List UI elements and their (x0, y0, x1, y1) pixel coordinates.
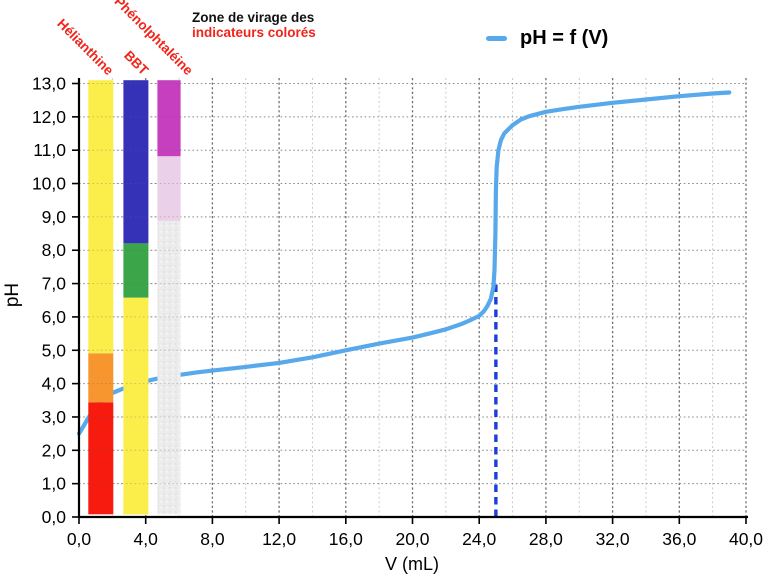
indicator-bar-1-zone-2 (123, 80, 149, 244)
chart-title-line1: Zone de virage des (192, 10, 315, 25)
chart-title: Zone de virage des indicateurs colorés (192, 10, 316, 40)
y-tick-label: 6,0 (42, 307, 67, 327)
x-tick-label: 24,0 (462, 529, 496, 549)
y-tick-label: 11,0 (33, 140, 66, 160)
y-tick-label: 3,0 (42, 407, 67, 427)
x-tick-label: 0,0 (67, 529, 92, 549)
y-tick-label: 2,0 (42, 440, 67, 460)
y-axis-title: pH (2, 282, 24, 308)
indicator-bar-2-zone-1 (157, 156, 181, 221)
y-tick-label: 10,0 (32, 174, 66, 194)
indicator-bar-2-zone-0 (157, 220, 181, 515)
y-tick-label: 0,0 (42, 507, 67, 527)
y-tick-label: 8,0 (42, 240, 67, 260)
legend-label: pH = f (V) (520, 27, 609, 49)
x-tick-label: 32,0 (596, 529, 630, 549)
x-tick-label: 20,0 (395, 529, 429, 549)
x-tick-label: 4,0 (134, 529, 159, 549)
x-tick-label: 12,0 (262, 529, 296, 549)
y-tick-label: 12,0 (32, 107, 66, 127)
x-axis-title: V (mL) (385, 554, 439, 574)
chart-title-line2: indicateurs colorés (192, 25, 316, 40)
y-tick-label: 5,0 (42, 340, 67, 360)
legend: pH = f (V) (486, 27, 608, 50)
y-tick-label: 13,0 (32, 74, 66, 94)
x-tick-label: 28,0 (529, 529, 563, 549)
x-tick-label: 16,0 (329, 529, 363, 549)
indicator-bar-2-zone-2 (157, 80, 181, 157)
y-tick-label: 7,0 (42, 274, 67, 294)
indicator-bar-0-zone-2 (88, 80, 114, 354)
indicator-bar-1-zone-1 (123, 243, 149, 298)
indicator-bar-0-zone-0 (88, 402, 114, 515)
indicator-bar-1-zone-0 (123, 297, 149, 515)
x-tick-label: 40,0 (729, 529, 763, 549)
x-tick-label: 36,0 (662, 529, 696, 549)
y-tick-label: 4,0 (42, 374, 67, 394)
y-tick-label: 9,0 (42, 207, 67, 227)
x-tick-label: 8,0 (200, 529, 225, 549)
legend-line-swatch (486, 36, 507, 41)
y-tick-label: 1,0 (42, 474, 67, 494)
indicator-bar-0-zone-1 (88, 353, 114, 403)
